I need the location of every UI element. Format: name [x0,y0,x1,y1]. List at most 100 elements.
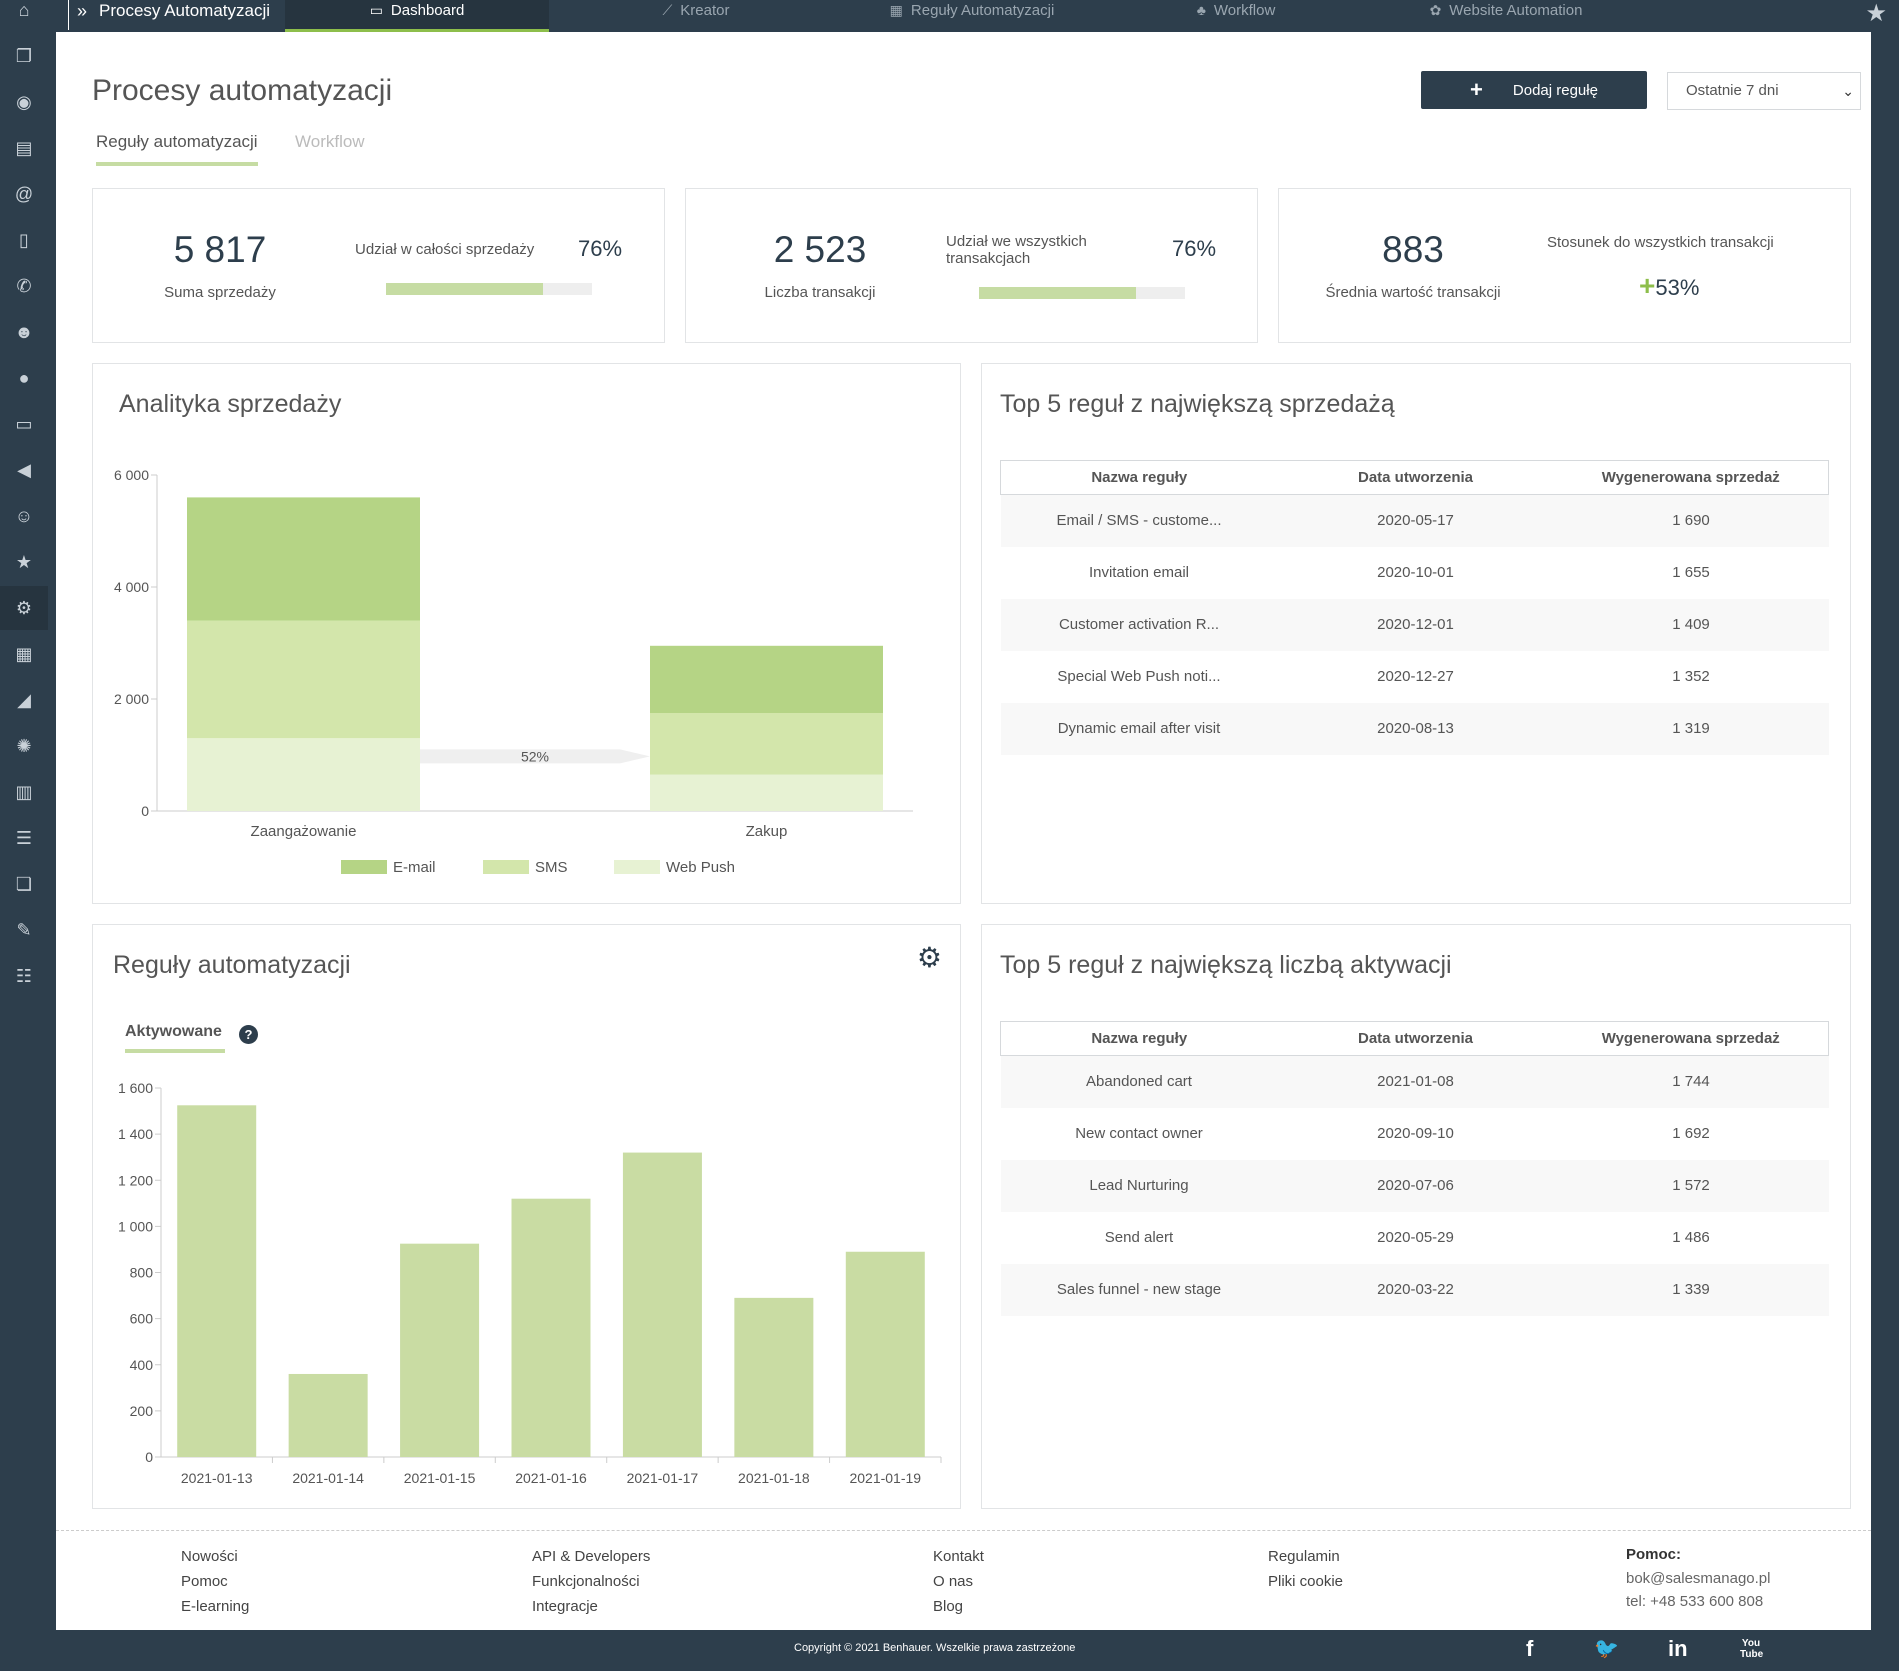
tab-website-automation[interactable]: ✿ Website Automation [1396,0,1616,32]
subtab-workflow[interactable]: Workflow [295,132,365,151]
mobile-icon[interactable]: ▯ [19,229,29,250]
chat-icon[interactable]: ● [18,367,30,388]
tab-workflow[interactable]: ♣ Workflow [1156,0,1316,32]
table-row[interactable]: Customer activation R... 2020-12-01 1 409 [1000,598,1829,651]
kpi-metric: Udział we wszystkich transakcjach [946,233,1087,267]
favorite-star-icon[interactable]: ★ [1865,0,1887,27]
eye-icon[interactable]: ◉ [16,91,32,112]
footer-link[interactable]: Funkcjonalności [532,1573,640,1590]
copy-icon[interactable]: ❐ [15,45,33,66]
column-header[interactable]: Wygenerowana sprzedaż [1553,1021,1829,1056]
footer-link[interactable]: Nowości [181,1548,238,1565]
generated-sales-cell: 1 352 [1672,668,1710,685]
panel-title: Top 5 reguł z największą sprzedażą [1000,390,1395,418]
laptop-icon[interactable]: ▭ [15,413,33,434]
megaphone-icon[interactable]: ◀ [17,459,31,480]
wand-icon: ⟋ [662,2,673,18]
kpi-card-sales: 5 817 Suma sprzedaży Udział w całości sp… [92,188,665,343]
gear-icon[interactable]: ⚙ [916,942,942,973]
generated-sales-cell: 1 572 [1553,1159,1829,1212]
network-icon[interactable]: ✺ [16,735,32,756]
footer-link[interactable]: Regulamin [1268,1548,1340,1565]
footer-link[interactable]: Integracje [532,1598,598,1615]
kpi-card-transactions: 2 523 Liczba transakcji Udział we wszyst… [685,188,1258,343]
kpi-metric: Udział w całości sprzedaży [355,241,535,258]
y-tick-label: 600 [130,1311,154,1327]
created-date-cell: 2021-01-08 [1277,1055,1554,1108]
home-icon[interactable]: ⌂ [18,0,30,20]
table-row[interactable]: Send alert 2020-05-29 1 486 [1001,1212,1829,1264]
phone-icon[interactable]: ✆ [16,275,32,296]
funnel-percent-label: 52% [521,748,549,764]
legend-label: Web Push [666,859,735,876]
generated-sales-cell: 1 409 [1553,598,1829,651]
table-row[interactable]: Special Web Push noti... 2020-12-27 1 352 [1001,651,1829,703]
y-tick-label: 2 000 [114,691,149,707]
sliders-icon[interactable]: ☷ [15,965,33,986]
created-date-cell: 2020-10-01 [1377,564,1454,581]
tab-kreator[interactable]: ⟋ Kreator [616,0,776,32]
sitemap-icon: ♣ [1196,2,1206,18]
add-rule-button[interactable]: + Dodaj regułę [1421,71,1647,109]
period-select[interactable]: Ostatnie 7 dni ⌄ [1667,72,1861,110]
contact-card-icon[interactable]: ▤ [15,137,33,158]
column-header[interactable]: Wygenerowana sprzedaż [1553,460,1829,495]
legend-swatch [483,860,529,874]
help-icon[interactable]: ? [239,1025,258,1044]
bar-segment-e-mail [187,497,420,621]
column-header[interactable]: Nazwa reguły [1000,460,1278,495]
column-header[interactable]: Nazwa reguły [1000,1021,1278,1056]
users-icon[interactable]: ☺ [14,505,34,526]
table-row[interactable]: Dynamic email after visit 2020-08-13 1 319 [1000,702,1829,755]
table-row[interactable]: Lead Nurturing 2020-07-06 1 572 [1000,1159,1829,1212]
automation-cogs-icon[interactable]: ⚙ [0,586,48,630]
created-date-cell: 2020-08-13 [1277,702,1554,755]
sales-analytics-panel: Analityka sprzedaży 0 2 000 4 000 6 000 52% Z… [92,363,961,904]
files-icon[interactable]: ❏ [15,873,33,894]
tab-dashboard[interactable]: ▭ Dashboard [285,0,549,32]
footer-link[interactable]: O nas [933,1573,974,1590]
twitter-icon[interactable]: 🐦 [1594,1638,1619,1660]
bar-segment-web-push [187,738,420,811]
youtube-icon[interactable]: You Tube [1740,1638,1764,1660]
top-activations-panel: Top 5 reguł z największą liczbą aktywacj… [981,924,1851,1509]
kpi-value: 2 523 [773,229,867,270]
x-category-label: 2021-01-14 [292,1470,364,1486]
x-category-label: 2021-01-16 [515,1470,587,1486]
footer-link[interactable]: API & Developers [532,1548,651,1565]
wrench-icon[interactable]: ✎ [16,919,32,940]
top-sales-table: Nazwa reguły Data utworzenia Wygenerowan… [1000,460,1829,755]
x-category-label: Zakup [746,823,788,840]
grid-icon[interactable]: ▦ [15,643,33,664]
calendar-icon[interactable]: ▥ [15,781,33,802]
table-row[interactable]: Invitation email 2020-10-01 1 655 [1001,547,1829,599]
area-chart-icon[interactable]: ◢ [17,689,31,710]
bottom-bar: Copyright © 2021 Benhauer. Wszelkie praw… [56,1630,1899,1671]
at-icon[interactable]: @ [14,183,34,204]
database-icon[interactable]: ☰ [15,827,33,848]
footer-link[interactable]: Pliki cookie [1268,1573,1344,1590]
tab-activated[interactable]: Aktywowane [125,1023,225,1053]
help-email-link[interactable]: bok@salesmanago.pl [1626,1570,1771,1587]
facebook-icon[interactable]: f [1526,1636,1534,1661]
table-header-row: Nazwa reguły Data utworzenia Wygenerowan… [1000,1021,1829,1056]
generated-sales-cell: 1 690 [1553,494,1829,547]
column-header[interactable]: Data utworzenia [1277,1021,1554,1056]
footer-link[interactable]: Kontakt [933,1548,984,1565]
app-title[interactable]: » Procesy Automatyzacji [68,0,288,30]
footer-link[interactable]: Pomoc [181,1573,228,1590]
footer-link[interactable]: Blog [933,1598,964,1615]
table-row[interactable]: Email / SMS - custome... 2020-05-17 1 690 [1000,494,1829,547]
subtab-automation-rules[interactable]: Reguły automatyzacji [96,132,258,166]
column-header[interactable]: Data utworzenia [1277,460,1554,495]
tab-automation-rules[interactable]: ▦ Reguły Automatyzacji [852,0,1092,32]
footer-link[interactable]: E-learning [181,1598,250,1615]
table-row[interactable]: New contact owner 2020-09-10 1 692 [1001,1108,1829,1160]
rule-name-cell: Lead Nurturing [1000,1159,1278,1212]
add-user-icon[interactable]: ☻ [14,321,34,342]
help-phone: tel: +48 533 600 808 [1626,1593,1764,1610]
star-icon[interactable]: ★ [15,551,33,572]
table-row[interactable]: Abandoned cart 2021-01-08 1 744 [1000,1055,1829,1108]
linkedin-icon[interactable]: in [1668,1636,1688,1661]
table-row[interactable]: Sales funnel - new stage 2020-03-22 1 339 [1000,1263,1829,1316]
